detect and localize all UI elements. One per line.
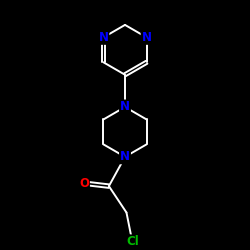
Text: Cl: Cl [126, 235, 139, 248]
Text: O: O [79, 177, 89, 190]
Text: N: N [98, 31, 108, 44]
Text: N: N [120, 100, 130, 114]
Text: N: N [120, 150, 130, 163]
Text: N: N [142, 31, 152, 44]
